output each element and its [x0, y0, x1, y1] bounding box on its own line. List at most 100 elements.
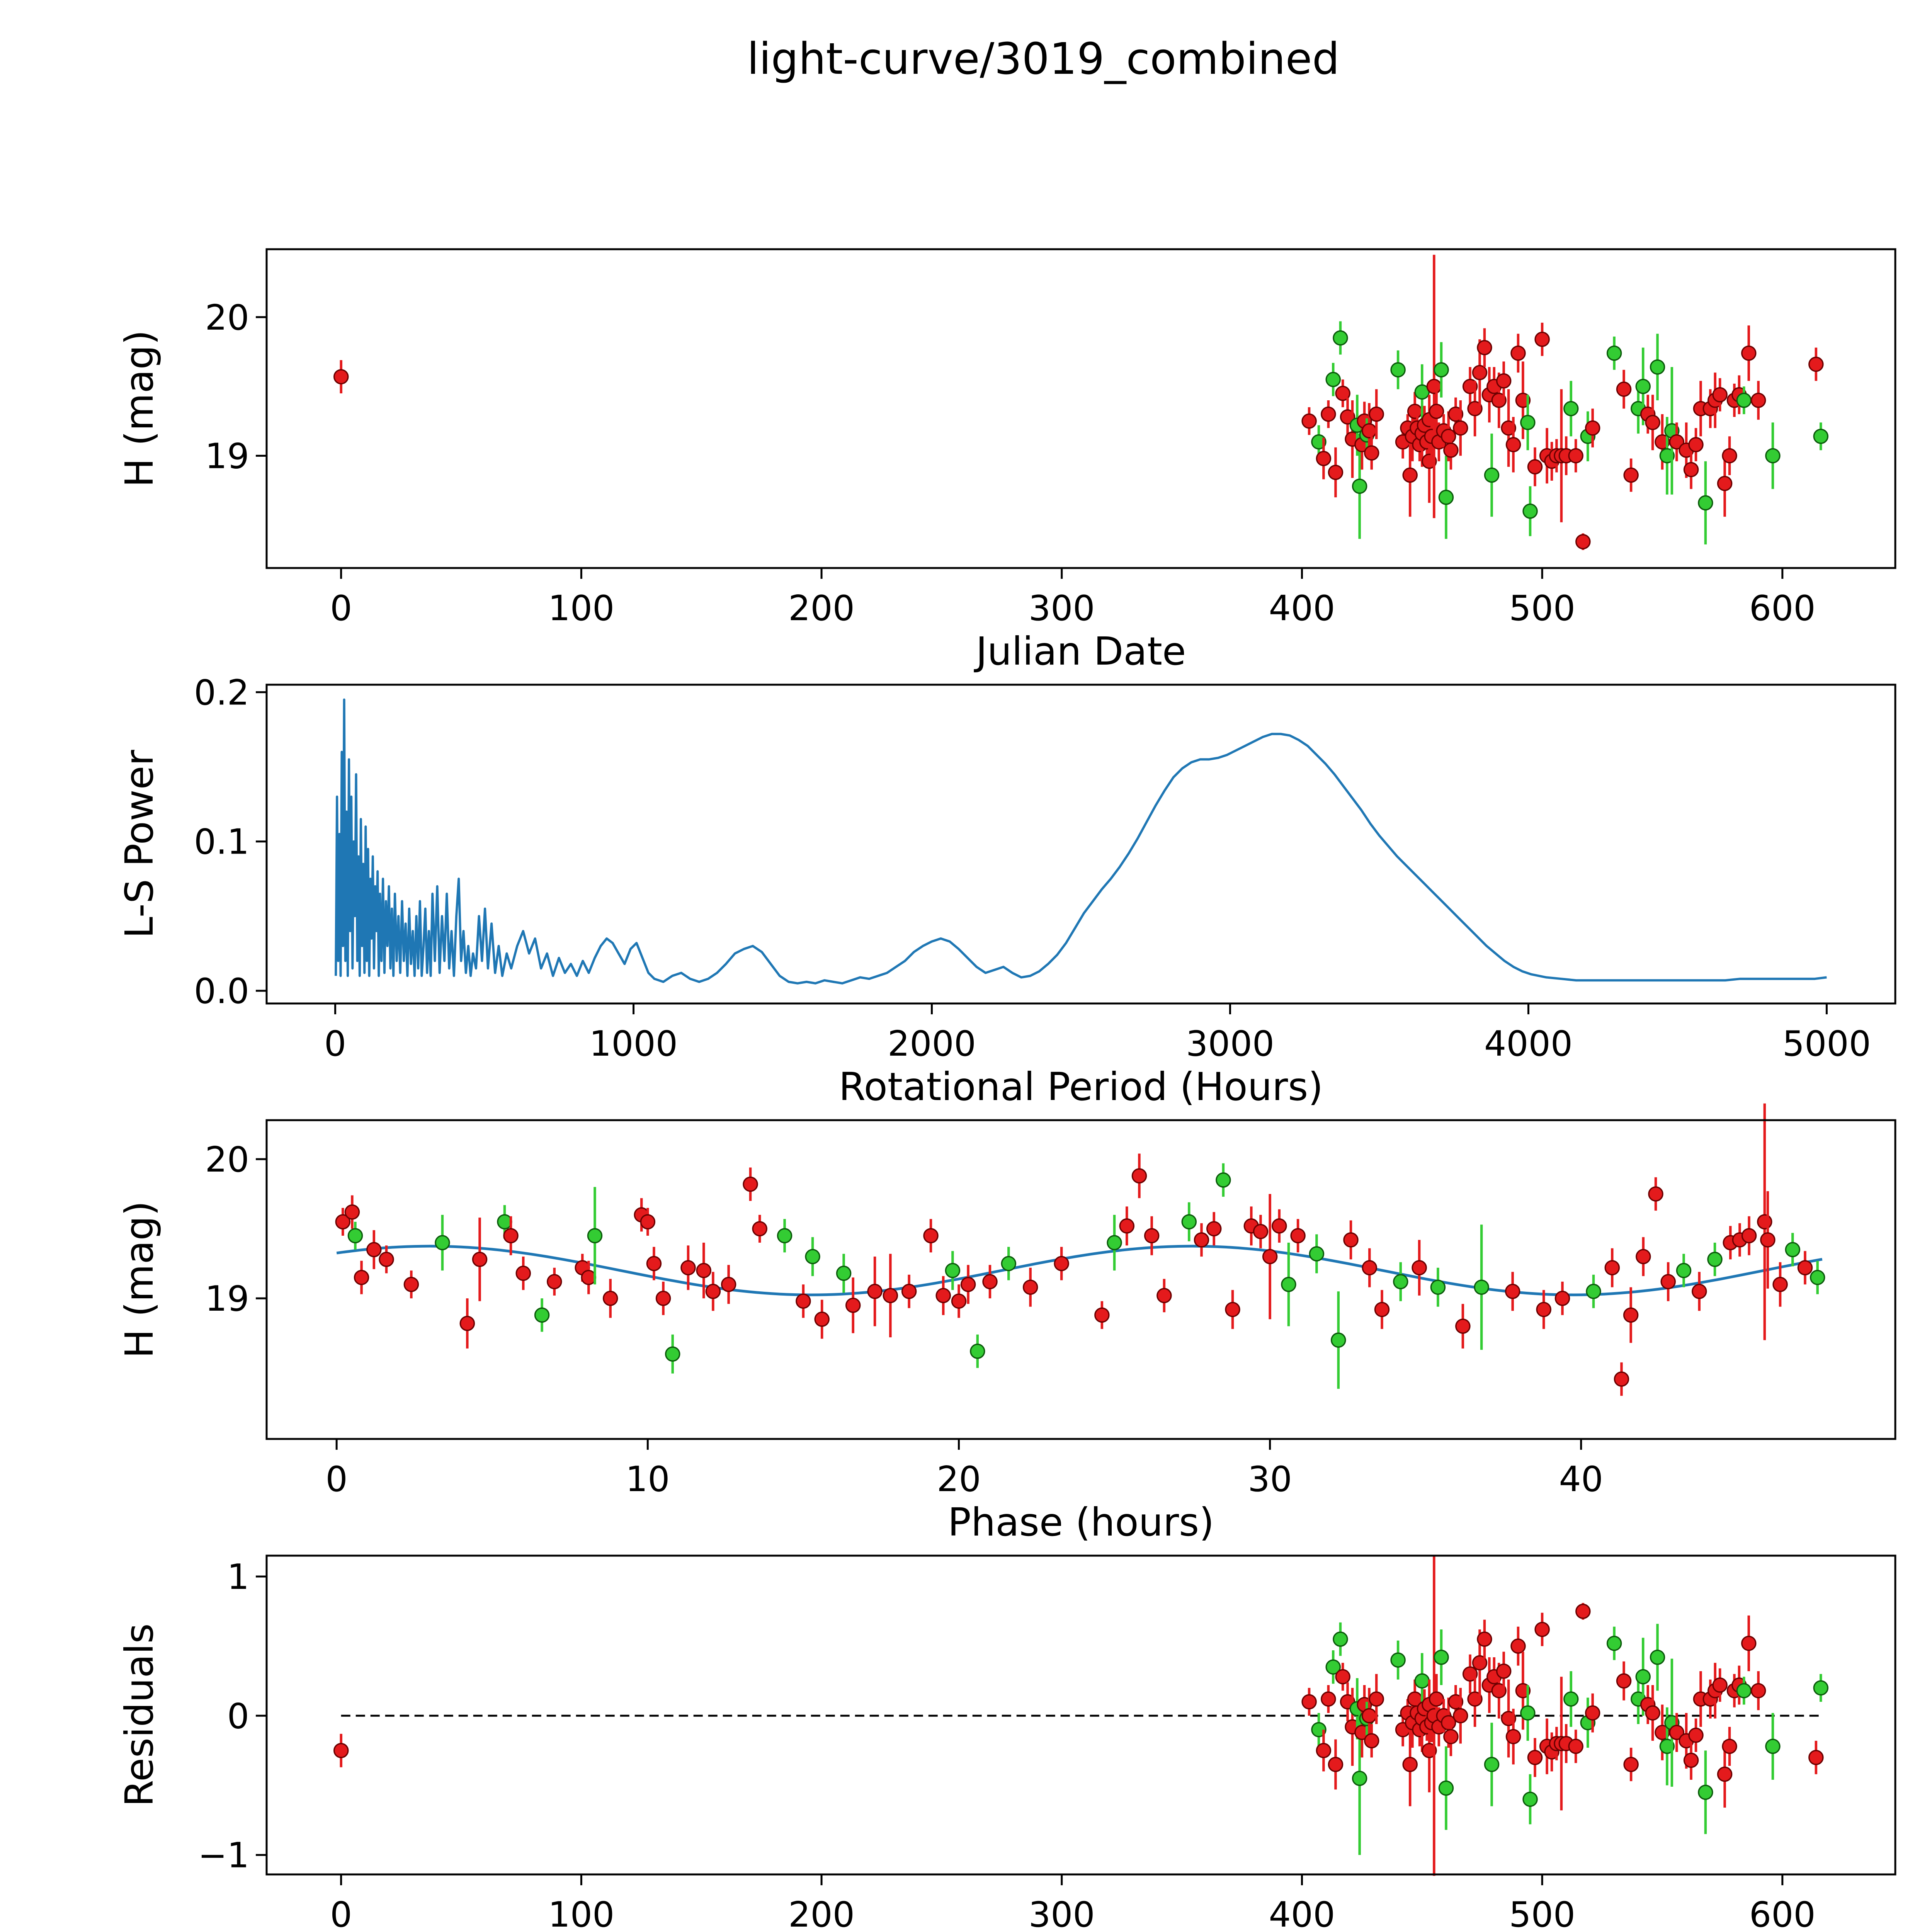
- data-point: [1722, 448, 1737, 464]
- y-tick-label: 19: [205, 436, 249, 476]
- data-point: [435, 1235, 450, 1250]
- data-point: [1636, 1249, 1651, 1264]
- data-point: [1331, 1332, 1346, 1348]
- y-tick-label: 1: [227, 1557, 249, 1597]
- data-point: [1402, 1757, 1418, 1772]
- data-point: [335, 1214, 351, 1230]
- data-point: [1616, 1673, 1632, 1689]
- data-point: [347, 1228, 363, 1243]
- data-point: [1520, 415, 1536, 430]
- data-point: [960, 1277, 976, 1292]
- x-tick-label: 40: [1559, 1459, 1604, 1500]
- data-point: [1717, 476, 1733, 491]
- data-point: [1785, 1242, 1801, 1257]
- x-tick-label: 300: [1029, 588, 1095, 629]
- data-point: [1623, 1757, 1639, 1772]
- data-point: [1623, 467, 1639, 483]
- periodogram-line: [335, 698, 1827, 985]
- data-point: [696, 1263, 711, 1278]
- data-point: [515, 1265, 531, 1281]
- data-point: [1765, 448, 1781, 464]
- x-tick-label: 400: [1269, 1895, 1335, 1932]
- data-point: [1448, 406, 1464, 422]
- data-point: [1335, 386, 1350, 401]
- data-point: [1390, 362, 1406, 378]
- data-point: [1474, 1279, 1489, 1295]
- data-point: [1712, 1677, 1728, 1693]
- data-point: [1328, 1757, 1344, 1772]
- data-point: [1510, 1638, 1526, 1654]
- data-point: [1501, 1711, 1516, 1726]
- x-tick-label: 0: [326, 1459, 348, 1500]
- data-point: [1374, 1302, 1390, 1317]
- data-point: [1813, 429, 1829, 444]
- data-point: [1527, 459, 1543, 474]
- figure-title: light-curve/3019_combined: [747, 34, 1340, 84]
- data-point: [1496, 373, 1512, 389]
- data-point: [1352, 478, 1367, 494]
- data-point: [1750, 1683, 1766, 1699]
- data-point: [1156, 1288, 1172, 1303]
- data-point: [1131, 1168, 1147, 1184]
- x-axis-label: Rotational Period (Hours): [839, 1064, 1323, 1109]
- data-point: [1660, 1274, 1676, 1289]
- x-tick-label: 500: [1509, 588, 1575, 629]
- data-point: [1352, 1770, 1367, 1786]
- data-point: [680, 1260, 696, 1276]
- data-point: [1635, 379, 1651, 394]
- x-tick-label: 0: [330, 1895, 352, 1932]
- data-point: [867, 1284, 883, 1299]
- data-point: [1750, 393, 1766, 408]
- data-point: [1467, 1691, 1483, 1707]
- x-tick-label: 100: [548, 1895, 615, 1932]
- data-point: [1623, 1307, 1639, 1323]
- data-point: [1698, 495, 1713, 511]
- x-axis-label: Phase (hours): [948, 1500, 1214, 1545]
- y-axis-label: L-S Power: [117, 750, 162, 939]
- data-point: [1808, 356, 1824, 372]
- data-point: [1443, 442, 1459, 458]
- data-point: [1536, 1302, 1551, 1317]
- data-point: [752, 1221, 767, 1236]
- data-point: [1426, 379, 1442, 394]
- data-point: [814, 1311, 830, 1327]
- data-point: [1717, 1766, 1733, 1782]
- x-tick-label: 400: [1269, 588, 1335, 629]
- data-point: [333, 1743, 349, 1759]
- data-point: [1311, 434, 1327, 450]
- data-point: [935, 1288, 951, 1303]
- data-point: [1335, 1669, 1350, 1685]
- scatter-points: [333, 1556, 1829, 1876]
- data-point: [1554, 1291, 1570, 1306]
- panel-lightcurve-jd: 0 100 200 300 400 500 600 19 20 Julian Date H (mag…: [117, 248, 1896, 674]
- data-point: [1477, 340, 1492, 355]
- data-point: [1001, 1256, 1017, 1271]
- data-point: [1281, 1277, 1296, 1292]
- data-point: [646, 1256, 662, 1271]
- data-point: [1585, 1705, 1600, 1721]
- data-point: [1429, 403, 1444, 419]
- panel-periodogram: 0 1000 2000 3000 4000 5000 0.0 0.1 0.2 Rotational…: [117, 672, 1896, 1109]
- data-point: [534, 1307, 550, 1323]
- data-point: [1369, 406, 1384, 422]
- y-axis-label: H (mag): [117, 330, 162, 487]
- data-point: [743, 1176, 758, 1192]
- data-point: [1650, 359, 1665, 375]
- axes-frame: [265, 684, 1896, 1005]
- data-point: [1412, 1260, 1427, 1276]
- data-point: [1301, 1694, 1317, 1710]
- data-point: [1760, 1232, 1776, 1248]
- x-tick-label: 100: [548, 588, 615, 629]
- data-point: [1515, 1683, 1531, 1699]
- data-point: [1022, 1279, 1038, 1295]
- data-point: [1262, 1249, 1278, 1264]
- data-point: [1321, 1691, 1336, 1707]
- data-point: [1472, 365, 1488, 380]
- data-point: [1568, 448, 1583, 464]
- scatter-points: [333, 255, 1829, 550]
- data-point: [1272, 1218, 1287, 1234]
- data-point: [1604, 1260, 1620, 1276]
- data-point: [1325, 1659, 1341, 1675]
- x-tick-label: 30: [1248, 1459, 1292, 1500]
